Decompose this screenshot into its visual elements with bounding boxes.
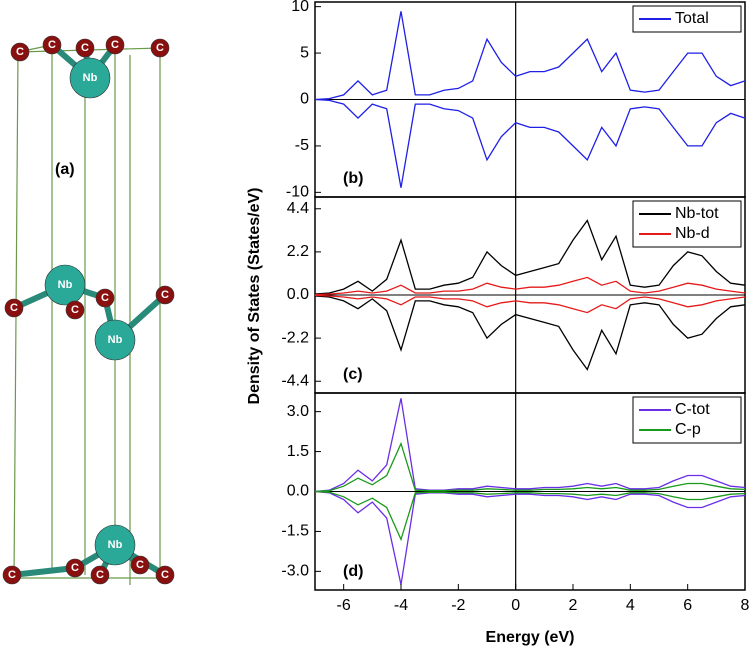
- x-tick-label: -4: [394, 597, 408, 614]
- atom-label: C: [10, 302, 18, 314]
- y-tick-label: -2.2: [281, 329, 309, 346]
- panel-label: (a): [55, 161, 75, 178]
- y-tick-label: -10: [286, 184, 309, 201]
- legend-label: C-p: [675, 421, 701, 438]
- atom-label: C: [81, 42, 89, 54]
- c-atom: [155, 285, 175, 305]
- c-atom: [2, 565, 22, 585]
- c-atom: [65, 300, 85, 320]
- c-atom: [4, 298, 24, 318]
- atom-label: C: [161, 569, 169, 581]
- atom-label: Nb: [108, 539, 123, 551]
- atom-label: C: [8, 569, 16, 581]
- dos-line: [314, 11, 746, 101]
- atom-label: C: [111, 39, 119, 51]
- dos-line: [314, 219, 746, 295]
- x-tick-label: 4: [626, 597, 635, 614]
- atom-label: C: [48, 39, 56, 51]
- dos-line: [314, 490, 746, 585]
- c-atom: [105, 35, 125, 55]
- y-tick-label: 0.0: [287, 286, 309, 303]
- y-tick-label: 0: [300, 91, 309, 108]
- legend-box: [632, 200, 742, 248]
- crystal-structure: [13, 44, 161, 585]
- legend-label: Nb-d: [675, 225, 710, 242]
- atom-label: Nb: [58, 279, 73, 291]
- nb-atom: [94, 524, 136, 566]
- y-tick-label: -1.5: [281, 523, 309, 540]
- x-tick-label: 6: [683, 597, 692, 614]
- dos-line: [314, 398, 746, 493]
- nb-atom: [69, 57, 111, 99]
- c-atom: [65, 558, 85, 578]
- legend-label: Nb-tot: [675, 205, 719, 222]
- c-atom: [75, 38, 95, 58]
- atom-label: C: [156, 42, 164, 54]
- atom-label: C: [71, 562, 79, 574]
- legend-box: [632, 396, 742, 444]
- y-tick-label: -4.4: [281, 372, 309, 389]
- atom-label: Nb: [108, 334, 123, 346]
- legend-box: [632, 5, 742, 33]
- x-axis-label: Energy (eV): [486, 629, 575, 646]
- c-atom: [90, 565, 110, 585]
- c-atom: [150, 38, 170, 58]
- dos-line: [314, 98, 746, 188]
- y-tick-label: 2.2: [287, 243, 309, 260]
- y-tick-label: 5: [300, 44, 309, 61]
- legend-label: Total: [675, 10, 709, 27]
- x-tick-label: 0: [511, 597, 520, 614]
- bond: [11, 565, 76, 578]
- atom-label: C: [96, 569, 104, 581]
- dos-line: [314, 276, 746, 296]
- atom-label: C: [16, 46, 24, 58]
- panel-label: (b): [343, 170, 363, 187]
- x-tick-label: 2: [569, 597, 578, 614]
- c-atom: [42, 35, 62, 55]
- c-atom: [10, 42, 30, 62]
- y-tick-label: -3.0: [281, 563, 309, 580]
- panel-label: (c): [343, 366, 363, 383]
- cell-edges: [13, 44, 161, 585]
- atom-label: C: [136, 559, 144, 571]
- dos-line: [314, 295, 746, 371]
- c-atom: [155, 565, 175, 585]
- y-tick-label: 0.0: [287, 483, 309, 500]
- atom-label: C: [161, 289, 169, 301]
- legend-label: C-tot: [675, 401, 710, 418]
- y-tick-label: 4.4: [287, 200, 309, 217]
- x-tick-label: 8: [741, 597, 750, 614]
- x-tick-label: -6: [337, 597, 351, 614]
- atom-label: Nb: [83, 72, 98, 84]
- y-tick-label: 3.0: [287, 403, 309, 420]
- c-atom: [95, 288, 115, 308]
- dos-line: [314, 294, 746, 314]
- y-tick-label: 10: [291, 0, 309, 15]
- nb-atom: [94, 319, 136, 361]
- nb-atom: [44, 264, 86, 306]
- y-tick-label: 1.5: [287, 443, 309, 460]
- c-atom: [130, 555, 150, 575]
- atom-label: C: [71, 304, 79, 316]
- y-axis-label: Density of States (States/eV): [246, 188, 263, 405]
- x-tick-label: -2: [451, 597, 465, 614]
- atom-label: C: [101, 292, 109, 304]
- dos-line: [314, 441, 746, 493]
- dos-line: [314, 490, 746, 542]
- panel-label: (d): [343, 563, 363, 580]
- y-tick-label: -5: [295, 137, 309, 154]
